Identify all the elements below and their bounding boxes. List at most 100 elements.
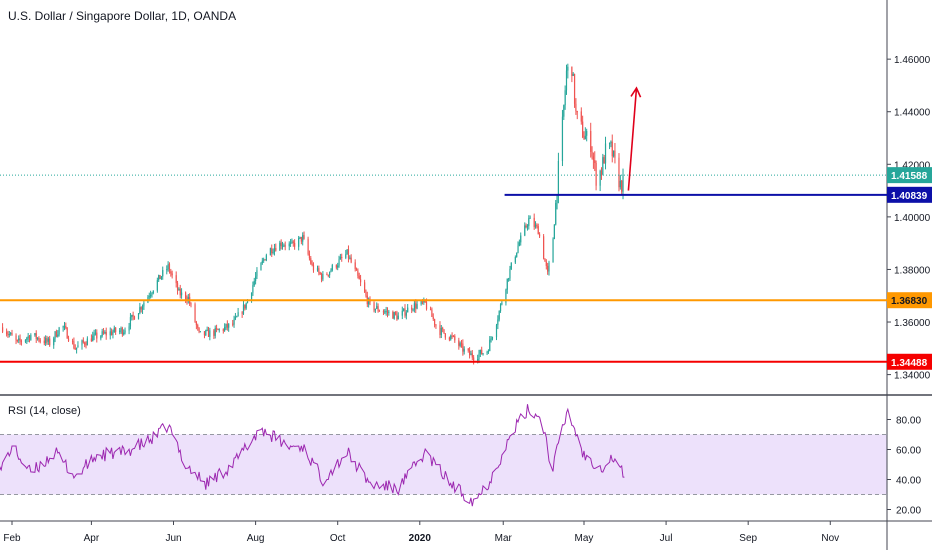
candle-body xyxy=(499,304,502,311)
candle-body xyxy=(582,121,584,138)
candle-body xyxy=(322,273,324,280)
candle-body xyxy=(326,273,328,275)
candle-body xyxy=(573,73,576,104)
candle-body xyxy=(151,293,153,295)
level-label-1: 1.36830 xyxy=(891,296,928,307)
candle-body xyxy=(518,242,520,246)
candle-body xyxy=(505,289,507,303)
candle-body xyxy=(316,268,319,271)
candle-body xyxy=(345,254,347,258)
candle-body xyxy=(156,280,158,291)
candle-body xyxy=(612,150,615,157)
candle-body xyxy=(222,329,224,331)
candle-body xyxy=(586,131,588,136)
candle-body xyxy=(214,327,216,336)
candle-body xyxy=(6,331,8,335)
candle-body xyxy=(452,335,455,337)
rsi-title: RSI (14, close) xyxy=(8,405,81,417)
candle-body xyxy=(190,303,192,305)
candle-body xyxy=(482,353,484,355)
candle-body xyxy=(413,303,416,310)
candle-body xyxy=(444,333,446,338)
candle-body xyxy=(16,339,18,341)
candle-body xyxy=(67,338,70,341)
candle-body xyxy=(547,265,549,272)
candle-body xyxy=(300,236,302,242)
candle-body xyxy=(468,350,471,356)
candle-body xyxy=(197,325,199,328)
candle-body xyxy=(36,337,39,339)
candle-body xyxy=(534,224,537,227)
level-label-0: 1.34488 xyxy=(891,358,928,369)
candle-body xyxy=(73,341,75,349)
candle-body xyxy=(7,334,9,336)
candle-body xyxy=(158,274,160,281)
candle-body xyxy=(139,307,141,314)
price-y-tick-label: 1.44000 xyxy=(894,108,931,119)
candle-body xyxy=(364,282,366,293)
candle-body xyxy=(198,327,200,332)
candle-body xyxy=(431,309,433,317)
candle-body xyxy=(224,326,226,331)
candle-body xyxy=(272,251,274,254)
candle-body xyxy=(384,311,386,313)
candle-body xyxy=(86,338,88,346)
candle-body xyxy=(123,332,125,335)
candle-body xyxy=(514,257,516,263)
candle-body xyxy=(19,338,21,341)
candle-body xyxy=(433,319,436,325)
x-tick-label: Aug xyxy=(247,533,265,544)
candle-body xyxy=(281,245,284,247)
candle-body xyxy=(564,90,566,106)
x-tick-label: Oct xyxy=(330,533,346,544)
candle-body xyxy=(442,328,444,330)
candle-body xyxy=(303,235,305,239)
candle-body xyxy=(81,340,83,346)
candle-body xyxy=(288,243,290,247)
candle-body xyxy=(520,235,522,243)
candle-body xyxy=(152,290,154,294)
candle-body xyxy=(407,307,409,313)
candle-body xyxy=(179,288,181,296)
candle-body xyxy=(90,338,93,342)
candle-body xyxy=(92,335,94,342)
candle-body xyxy=(194,304,196,322)
candle-body xyxy=(195,321,197,326)
candle-body xyxy=(339,256,341,260)
current-price-box xyxy=(887,167,932,184)
candle-body xyxy=(385,310,387,312)
candle-body xyxy=(405,312,407,316)
candle-body xyxy=(176,283,179,291)
candle-body xyxy=(232,323,234,325)
candle-body xyxy=(308,253,311,259)
candle-body xyxy=(365,292,367,296)
candle-body xyxy=(150,294,152,297)
candle-body xyxy=(205,330,207,336)
rsi-y-tick-label: 80.00 xyxy=(896,416,921,427)
candle-body xyxy=(58,327,60,335)
candle-body xyxy=(284,245,286,247)
candle-body xyxy=(525,225,527,228)
candle-body xyxy=(590,131,592,152)
candle-body xyxy=(491,337,494,339)
candle-body xyxy=(621,180,623,192)
candle-body xyxy=(543,236,545,259)
candle-body xyxy=(524,225,526,236)
candle-body xyxy=(354,262,356,269)
candle-body xyxy=(458,340,460,346)
candle-body xyxy=(62,326,64,328)
candle-body xyxy=(477,358,479,361)
candle-body xyxy=(378,310,381,312)
candle-body xyxy=(376,306,378,309)
candle-body xyxy=(614,150,616,158)
candle-body xyxy=(250,292,253,301)
candle-body xyxy=(203,331,206,336)
candle-body xyxy=(273,247,276,252)
candle-body xyxy=(563,105,565,117)
candle-body xyxy=(307,238,309,254)
candle-body xyxy=(533,217,535,227)
candle-body xyxy=(10,333,12,335)
candle-body xyxy=(101,331,103,337)
candle-body xyxy=(65,325,67,329)
